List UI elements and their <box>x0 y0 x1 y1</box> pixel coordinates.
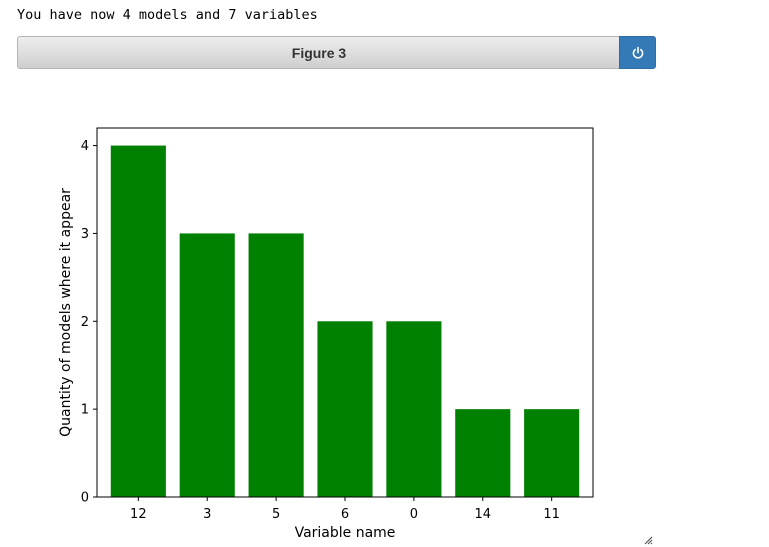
bar-3 <box>179 233 235 497</box>
y-tick-label: 2 <box>81 315 89 330</box>
x-tick-label: 14 <box>475 507 492 522</box>
x-tick-label: 6 <box>341 507 349 522</box>
y-axis-label: Quantity of models where it appear <box>58 188 74 437</box>
x-tick-label: 3 <box>203 507 211 522</box>
y-tick-label: 0 <box>81 491 89 506</box>
resize-handle-icon[interactable] <box>643 535 653 545</box>
x-tick-label: 0 <box>410 507 418 522</box>
bar-11 <box>524 409 580 497</box>
bar-5 <box>248 233 304 497</box>
x-axis-label: Variable name <box>295 525 396 541</box>
x-tick-label: 5 <box>272 507 280 522</box>
bars-group <box>110 145 580 498</box>
y-tick-label: 3 <box>81 227 89 242</box>
x-axis: 12 3 5 6 0 14 11 <box>130 497 560 522</box>
figure-titlebar: Figure 3 <box>17 36 621 69</box>
y-axis: 0 1 2 3 4 <box>81 139 97 506</box>
x-tick-label: 11 <box>543 507 560 522</box>
figure-title: Figure 3 <box>291 44 347 61</box>
bar-12 <box>110 145 166 498</box>
y-tick-label: 4 <box>81 139 89 154</box>
bar-14 <box>455 409 511 497</box>
y-tick-label: 1 <box>81 403 89 418</box>
power-icon <box>632 46 643 59</box>
x-tick-label: 12 <box>130 507 147 522</box>
bar-6 <box>317 321 373 497</box>
figure-header: Figure 3 <box>17 36 656 69</box>
bar-0 <box>386 321 442 497</box>
close-figure-button[interactable] <box>619 36 656 69</box>
output-text: You have now 4 models and 7 variables <box>17 7 318 23</box>
